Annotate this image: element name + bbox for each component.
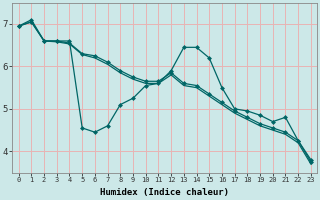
X-axis label: Humidex (Indice chaleur): Humidex (Indice chaleur): [100, 188, 229, 197]
